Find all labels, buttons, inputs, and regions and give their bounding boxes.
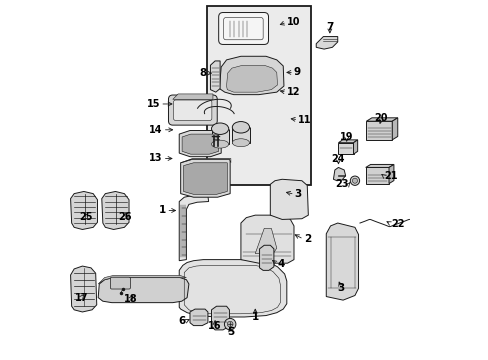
Polygon shape [353, 140, 357, 154]
Text: 3: 3 [294, 189, 301, 199]
Text: 8: 8 [199, 68, 206, 78]
Text: 3: 3 [337, 283, 344, 293]
Polygon shape [102, 192, 129, 229]
Polygon shape [259, 245, 273, 270]
Polygon shape [183, 163, 227, 194]
Polygon shape [325, 223, 358, 300]
Ellipse shape [211, 123, 228, 134]
Text: 18: 18 [123, 294, 137, 304]
Polygon shape [388, 165, 393, 184]
Text: 16: 16 [208, 321, 222, 331]
Text: 2: 2 [303, 234, 310, 244]
Text: 24: 24 [331, 154, 345, 164]
Polygon shape [365, 167, 388, 184]
Polygon shape [226, 65, 277, 92]
Polygon shape [365, 165, 393, 167]
Text: 22: 22 [390, 219, 404, 229]
Text: 25: 25 [79, 212, 93, 221]
Text: 20: 20 [374, 113, 387, 123]
Polygon shape [366, 121, 391, 140]
Polygon shape [366, 118, 397, 121]
FancyBboxPatch shape [110, 277, 130, 289]
Polygon shape [391, 118, 397, 140]
Polygon shape [179, 195, 208, 261]
FancyBboxPatch shape [218, 13, 268, 44]
Circle shape [349, 176, 359, 185]
Polygon shape [70, 192, 97, 229]
Text: 9: 9 [293, 67, 301, 77]
Polygon shape [333, 167, 345, 181]
Text: 5: 5 [227, 327, 234, 337]
Text: 14: 14 [149, 125, 163, 135]
Text: 23: 23 [334, 179, 348, 189]
Text: 10: 10 [286, 17, 300, 27]
Polygon shape [180, 158, 230, 163]
Polygon shape [179, 260, 286, 317]
Polygon shape [179, 131, 221, 157]
Text: 4: 4 [277, 259, 285, 269]
Polygon shape [172, 94, 212, 99]
Text: 1: 1 [159, 206, 166, 216]
Polygon shape [211, 129, 228, 144]
Text: 13: 13 [149, 153, 163, 163]
Text: 6: 6 [178, 316, 185, 326]
FancyBboxPatch shape [173, 100, 211, 121]
Circle shape [227, 321, 233, 327]
Polygon shape [338, 143, 353, 154]
Polygon shape [316, 37, 337, 49]
Ellipse shape [232, 139, 249, 147]
FancyBboxPatch shape [168, 95, 217, 125]
Polygon shape [182, 134, 218, 154]
Text: 21: 21 [384, 171, 397, 181]
Text: 19: 19 [339, 132, 353, 142]
Polygon shape [338, 140, 357, 143]
Text: 17: 17 [75, 293, 88, 303]
Polygon shape [255, 228, 276, 255]
Text: 11: 11 [298, 115, 311, 125]
Polygon shape [219, 56, 284, 95]
Text: 12: 12 [286, 87, 300, 97]
Polygon shape [98, 278, 188, 303]
Text: 26: 26 [119, 212, 132, 221]
Text: 7: 7 [325, 22, 333, 32]
Ellipse shape [211, 140, 228, 148]
Polygon shape [70, 266, 97, 312]
Polygon shape [98, 275, 186, 284]
Bar [206, 6, 310, 185]
Polygon shape [241, 215, 293, 263]
Text: 15: 15 [146, 99, 160, 109]
Circle shape [224, 319, 235, 330]
Polygon shape [232, 127, 249, 143]
Polygon shape [270, 179, 308, 220]
Polygon shape [211, 306, 229, 330]
Circle shape [352, 178, 357, 183]
Polygon shape [190, 309, 207, 325]
Ellipse shape [232, 122, 249, 133]
Polygon shape [210, 61, 220, 92]
Polygon shape [180, 159, 230, 197]
Text: 1: 1 [251, 312, 258, 322]
